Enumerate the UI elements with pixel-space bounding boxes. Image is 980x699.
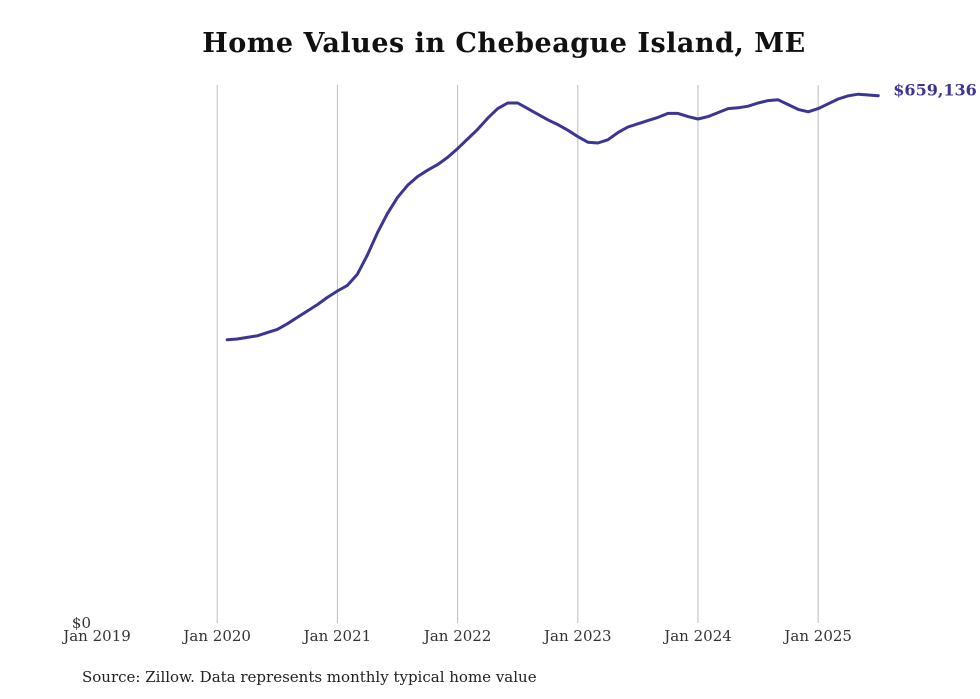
x-tick-label: Jan 2022 xyxy=(422,627,492,645)
series-lines xyxy=(225,92,880,342)
x-tick-label: Jan 2025 xyxy=(782,627,852,645)
x-tick-label: Jan 2024 xyxy=(662,627,732,645)
chart-title: Home Values in Chebeague Island, ME xyxy=(202,28,806,59)
tick-labels: Jan 2019 Jan 2020 Jan 2021 Jan 2022 Jan 2023… xyxy=(61,81,977,645)
series-line xyxy=(225,92,880,342)
y-tick-label: $0 xyxy=(72,614,91,632)
grid-lines xyxy=(216,85,819,623)
source-note: Source: Zillow. Data represents monthly … xyxy=(82,668,537,686)
x-tick-label: Jan 2023 xyxy=(542,627,612,645)
x-tick-label: Jan 2021 xyxy=(302,627,372,645)
x-tick-label: Jan 2019 xyxy=(61,627,131,645)
end-value-label: $659,136 xyxy=(893,81,977,100)
x-tick-label: Jan 2020 xyxy=(181,627,251,645)
